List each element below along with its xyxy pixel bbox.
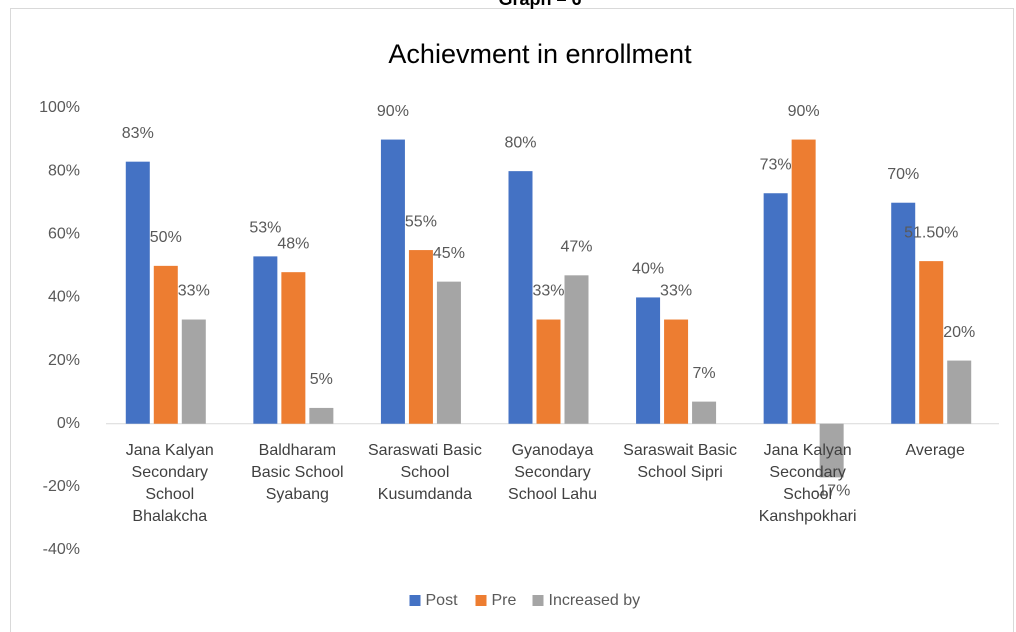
data-label: 33% bbox=[532, 283, 564, 300]
bar bbox=[436, 281, 461, 424]
legend-label: Post bbox=[426, 592, 459, 609]
data-label: 90% bbox=[788, 103, 820, 120]
bar bbox=[281, 272, 306, 424]
bar bbox=[919, 261, 944, 424]
y-tick-label: 20% bbox=[48, 352, 80, 369]
bar bbox=[153, 265, 178, 424]
data-label: 51.50% bbox=[904, 224, 958, 241]
y-tick-label: 60% bbox=[48, 226, 80, 243]
bar bbox=[636, 297, 661, 424]
data-label: 73% bbox=[760, 156, 792, 173]
bar bbox=[791, 139, 816, 424]
x-tick-label: Baldharam Basic School Syabang bbox=[251, 441, 344, 503]
y-tick-label: 100% bbox=[39, 99, 80, 116]
data-label: 80% bbox=[504, 134, 536, 151]
bar bbox=[408, 250, 433, 424]
bar bbox=[819, 423, 844, 478]
x-tick-label: Saraswait Basic School Sipri bbox=[623, 441, 737, 481]
data-label: 20% bbox=[943, 324, 975, 341]
y-tick-label: 40% bbox=[48, 289, 80, 306]
data-label: 50% bbox=[150, 229, 182, 246]
data-label: 90% bbox=[377, 103, 409, 120]
bar bbox=[253, 256, 278, 424]
bar bbox=[309, 407, 334, 424]
label-backdrop bbox=[440, 0, 640, 8]
chart-border bbox=[10, 8, 1014, 632]
legend-swatch bbox=[409, 595, 421, 606]
data-label: 5% bbox=[310, 371, 333, 388]
data-label: 40% bbox=[632, 261, 664, 278]
data-label: 33% bbox=[178, 283, 210, 300]
bar bbox=[508, 171, 533, 424]
page-label: Graph – 6 bbox=[498, 0, 581, 9]
legend-label: Increased by bbox=[549, 592, 641, 609]
bar bbox=[536, 319, 561, 424]
bar bbox=[763, 193, 788, 424]
data-label: 48% bbox=[277, 235, 309, 252]
bar bbox=[181, 319, 206, 424]
bar bbox=[380, 139, 405, 424]
x-tick-label: Saraswati Basic School Kusumdanda bbox=[368, 441, 482, 503]
x-tick-label: Average bbox=[905, 441, 965, 459]
data-label: 47% bbox=[560, 239, 592, 256]
bar bbox=[664, 319, 689, 424]
legend-label: Pre bbox=[492, 592, 517, 609]
x-tick-label: Jana Kalyan Secondary School Bhalakcha bbox=[125, 441, 214, 525]
chart-title: Achievment in enrollment bbox=[388, 39, 692, 69]
bar bbox=[125, 161, 150, 424]
bar bbox=[891, 202, 916, 424]
bar bbox=[692, 401, 717, 424]
data-label: 70% bbox=[887, 166, 919, 183]
data-label: 45% bbox=[433, 245, 465, 262]
y-tick-label: -40% bbox=[43, 541, 80, 558]
bar bbox=[564, 275, 589, 424]
x-tick-label: Gyanodaya Secondary School Lahu bbox=[508, 441, 597, 503]
x-tick-label: Jana Kalyan Secondary School Kanshpokhar… bbox=[758, 441, 857, 525]
data-label: 33% bbox=[660, 283, 692, 300]
data-label: -17% bbox=[813, 483, 850, 500]
data-label: 55% bbox=[405, 213, 437, 230]
bar bbox=[947, 360, 972, 424]
y-tick-label: 80% bbox=[48, 162, 80, 179]
data-label: 53% bbox=[249, 220, 281, 237]
y-tick-label: -20% bbox=[43, 478, 80, 495]
data-label: 7% bbox=[693, 365, 716, 382]
legend-swatch bbox=[475, 595, 487, 606]
data-label: 83% bbox=[122, 125, 154, 142]
legend-swatch bbox=[532, 595, 544, 606]
y-tick-label: 0% bbox=[57, 415, 80, 432]
